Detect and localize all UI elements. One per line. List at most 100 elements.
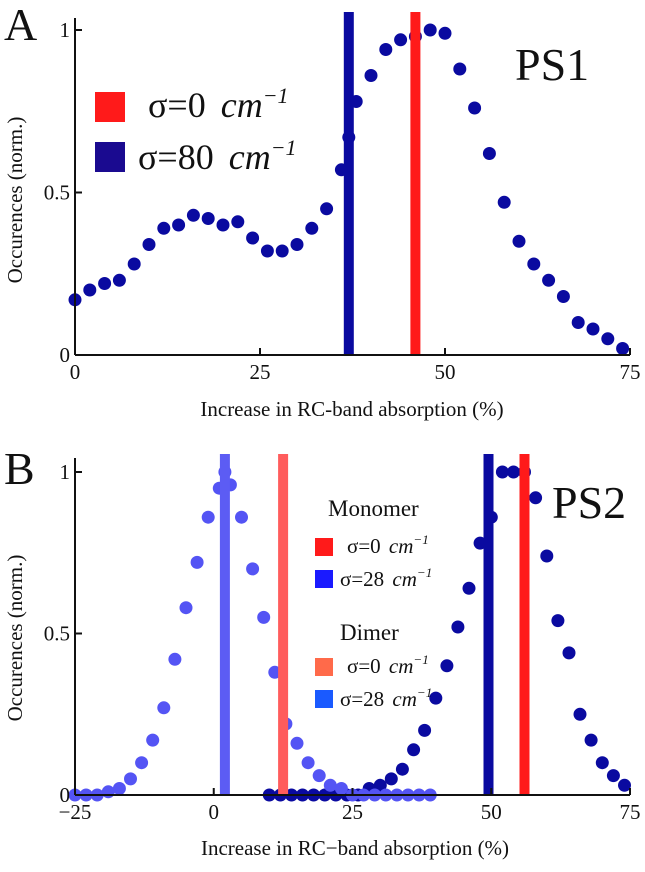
panel-a-series-0-point-32 (527, 257, 541, 271)
panel-a-series-0-point-36 (586, 322, 600, 336)
legend-a-exp-0: −1 (263, 83, 289, 108)
legend-a-sym-1: σ (138, 137, 157, 177)
panel-a-xtick-label-0: 0 (70, 360, 81, 384)
panel-b-series-0-point-14 (418, 723, 432, 737)
panel-b-vline-0 (219, 454, 230, 795)
panel-a-ytick-label-0: 0 (60, 343, 71, 367)
panel-b-series-1-point-11 (190, 555, 204, 569)
panel-b-series-1-point-3 (101, 785, 115, 799)
panel-a-series-0-point-14 (275, 244, 289, 258)
panel-b-series-1-point-24 (323, 778, 337, 792)
panel-a-marks (68, 12, 630, 355)
panel-a-series-0-point-4 (127, 257, 141, 271)
panel-a-series-0-point-29 (482, 147, 496, 160)
legend-b-label-1-1: σ=28 cm−1 (340, 685, 432, 711)
legend-b-swatch-0-0 (315, 538, 333, 556)
panel-a-xlabel: Increase in RC-band absorption (%) (200, 397, 503, 421)
panel-a-vline-0 (343, 12, 354, 355)
panel-b-marks (68, 454, 631, 802)
panel-a-series-0-point-21 (364, 69, 378, 82)
legend-b-heading-monomer: Monomer (328, 496, 419, 521)
legend-b-swatch-1-0 (315, 658, 333, 676)
panel-a-legend: σ=0 cm−1 σ=80 cm−1 (95, 83, 297, 177)
panel-a-series-0-point-27 (453, 62, 467, 76)
panel-b-label: B (4, 443, 35, 494)
panel-b-ytick-label-1: 0.5 (44, 622, 70, 646)
panel-b-series-0-point-28 (573, 707, 587, 721)
panel-a-vline-1 (410, 12, 421, 355)
panel-a-series-0-point-13 (260, 244, 274, 258)
panel-a-series-0-point-38 (616, 342, 630, 355)
legend-b-label-0-1: σ=28 cm−1 (340, 565, 432, 591)
legend-b-label-1-0: σ=0 cm−1 (347, 652, 429, 678)
panel-b-series-1-point-22 (301, 756, 315, 770)
legend-b-swatch-1-1 (315, 690, 333, 708)
panel-b-series-0-point-24 (529, 491, 543, 505)
panel-a-series-0-point-16 (305, 221, 319, 235)
panel-a-series-0-point-23 (394, 33, 408, 47)
panel-a: A 0 25 50 75 0 0.5 1 PS1 Increase in RC-band a… (3, 0, 641, 421)
panel-a-series-0-point-34 (556, 290, 570, 303)
panel-b-series-1-point-18 (257, 610, 271, 624)
panel-a-series-0-point-30 (497, 195, 511, 209)
panel-a-label: A (4, 0, 37, 50)
panel-b-series-0-point-25 (540, 549, 554, 563)
legend-a-swatch-1 (95, 142, 125, 172)
panel-a-series-0-point-26 (438, 26, 452, 40)
panel-a-xtick-label-3: 75 (620, 360, 641, 384)
panel-a-series-0-point-28 (468, 101, 482, 115)
panel-b-series-1-point-7 (146, 733, 160, 747)
panel-b-vline-2 (483, 454, 494, 795)
legend-b-unit-0-1: cm (392, 567, 417, 591)
panel-a-series-0-point-10 (216, 218, 230, 232)
panel-a-series-0-point-17 (320, 202, 334, 216)
legend-b-unit-1-1: cm (392, 687, 417, 711)
legend-b-heading-dimer: Dimer (340, 620, 399, 645)
panel-b-series-1-point-16 (235, 510, 248, 524)
panel-b-series-0-point-12 (395, 762, 409, 776)
panel-b-series-0-point-10 (373, 778, 387, 792)
legend-b-sym-0-0: σ (347, 534, 358, 558)
legend-b-eq-1-0: =0 (358, 654, 380, 678)
panel-b-xtick-label-4: 75 (620, 800, 641, 824)
panel-a-series-0-point-31 (512, 234, 526, 248)
panel-a-ticks: 0 25 50 75 0 0.5 1 (44, 18, 641, 384)
panel-b-series-0-point-17 (451, 620, 465, 634)
legend-b-sym-1-0: σ (347, 654, 358, 678)
panel-a-xtick-label-2: 50 (435, 360, 456, 384)
panel-b-xtick-label-3: 50 (481, 800, 502, 824)
panel-b-series-0-point-31 (606, 769, 620, 783)
panel-b-series-1-point-5 (124, 772, 137, 786)
panel-b-series-1-point-25 (334, 782, 348, 795)
panel-b-legend: Monomer σ=0 cm−1 σ=28 cm−1 Dimer σ=0 cm−… (315, 496, 432, 711)
panel-b-series-0-point-18 (462, 581, 476, 595)
legend-b-eq-0-1: =28 (351, 567, 384, 591)
panel-b-series-1-point-23 (312, 769, 326, 783)
legend-a-unit-0: cm (221, 85, 263, 125)
panel-b-series-1-point-10 (179, 601, 193, 615)
panel-a-ylabel: Occurences (norm.) (3, 117, 27, 284)
panel-b-ytick-label-2: 1 (60, 460, 71, 484)
legend-b-eq-1-1: =28 (351, 687, 384, 711)
panel-a-series-0-point-15 (290, 238, 304, 251)
panel-b-series-0-point-32 (618, 778, 631, 792)
legend-a-swatch-0 (95, 92, 125, 122)
legend-b-exp-1-0: −1 (413, 652, 428, 667)
panel-b-xtick-label-0: −25 (59, 800, 92, 824)
panel-b-vline-1 (278, 454, 289, 795)
panel-a-title: PS1 (515, 39, 589, 90)
legend-a-unit-1: cm (229, 137, 271, 177)
panel-a-ytick-label-1: 0.5 (44, 181, 70, 205)
panel-b-series-1-point-9 (168, 652, 182, 666)
panel-a-xtick-label-1: 25 (250, 360, 271, 384)
panel-b-series-0-point-19 (473, 536, 487, 550)
legend-b-exp-1-1: −1 (417, 685, 432, 700)
panel-a-series-0-point-22 (379, 43, 393, 56)
panel-a-series-0-point-37 (601, 332, 615, 346)
panel-b-xlabel: Increase in RC−band absorption (%) (201, 836, 509, 860)
legend-a-label-0: σ=0 cm−1 (148, 83, 289, 125)
legend-b-exp-0-1: −1 (417, 565, 432, 580)
